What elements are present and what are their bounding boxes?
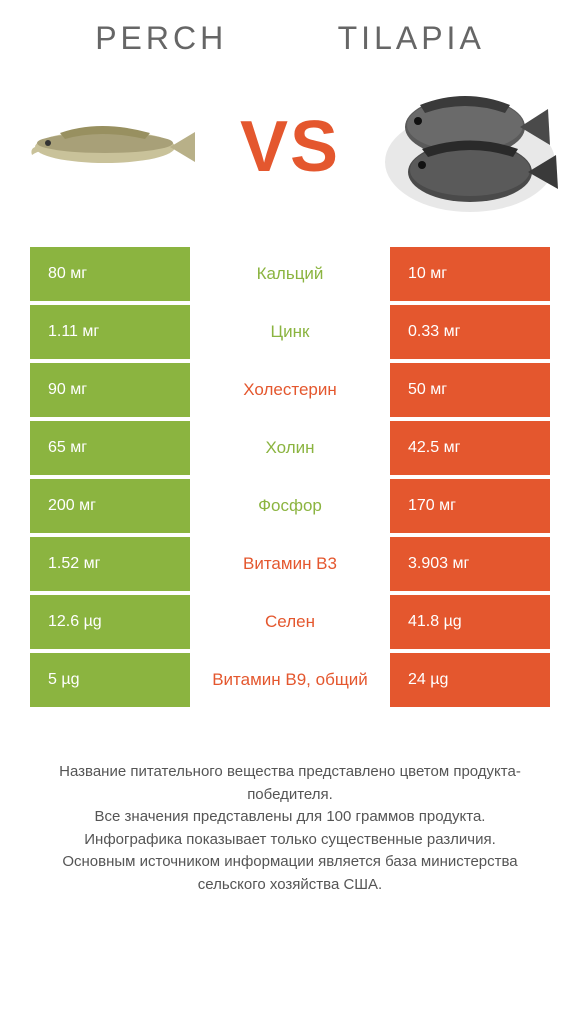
- right-value: 170 мг: [390, 479, 550, 533]
- table-row: 1.11 мгЦинк0.33 мг: [30, 305, 550, 359]
- footnote-line: Название питательного вещества представл…: [30, 761, 550, 806]
- table-row: 12.6 µgСелен41.8 µg: [30, 595, 550, 649]
- table-row: 5 µgВитамин B9, общий24 µg: [30, 653, 550, 707]
- left-value: 1.52 мг: [30, 537, 190, 591]
- header-row: Perch Tilapia: [0, 0, 580, 67]
- nutrient-label: Цинк: [190, 305, 390, 359]
- left-value: 90 мг: [30, 363, 190, 417]
- table-row: 90 мгХолестерин50 мг: [30, 363, 550, 417]
- left-value: 1.11 мг: [30, 305, 190, 359]
- right-value: 41.8 µg: [390, 595, 550, 649]
- table-row: 1.52 мгВитамин B33.903 мг: [30, 537, 550, 591]
- nutrient-label: Холин: [190, 421, 390, 475]
- vs-label: VS: [240, 106, 340, 188]
- right-value: 42.5 мг: [390, 421, 550, 475]
- table-row: 80 мгКальций10 мг: [30, 247, 550, 301]
- footnote-line: Инфографика показывает только существенн…: [30, 829, 550, 852]
- left-value: 65 мг: [30, 421, 190, 475]
- nutrient-label: Фосфор: [190, 479, 390, 533]
- right-value: 50 мг: [390, 363, 550, 417]
- left-value: 80 мг: [30, 247, 190, 301]
- right-value: 3.903 мг: [390, 537, 550, 591]
- nutrient-label: Холестерин: [190, 363, 390, 417]
- nutrient-label: Кальций: [190, 247, 390, 301]
- footnote-line: Все значения представлены для 100 граммо…: [30, 806, 550, 829]
- comparison-table: 80 мгКальций10 мг1.11 мгЦинк0.33 мг90 мг…: [0, 247, 580, 707]
- right-value: 0.33 мг: [390, 305, 550, 359]
- right-title: Tilapia: [338, 20, 485, 57]
- table-row: 200 мгФосфор170 мг: [30, 479, 550, 533]
- footnote: Название питательного вещества представл…: [0, 711, 580, 896]
- footnote-line: Основным источником информации является …: [30, 851, 550, 896]
- left-value: 5 µg: [30, 653, 190, 707]
- right-value: 24 µg: [390, 653, 550, 707]
- left-value: 200 мг: [30, 479, 190, 533]
- nutrient-label: Витамин B3: [190, 537, 390, 591]
- left-title: Perch: [95, 20, 227, 57]
- nutrient-label: Витамин B9, общий: [190, 653, 390, 707]
- images-row: VS: [0, 67, 580, 247]
- tilapia-image: [380, 77, 560, 217]
- perch-image: [20, 77, 200, 217]
- right-value: 10 мг: [390, 247, 550, 301]
- nutrient-label: Селен: [190, 595, 390, 649]
- left-value: 12.6 µg: [30, 595, 190, 649]
- table-row: 65 мгХолин42.5 мг: [30, 421, 550, 475]
